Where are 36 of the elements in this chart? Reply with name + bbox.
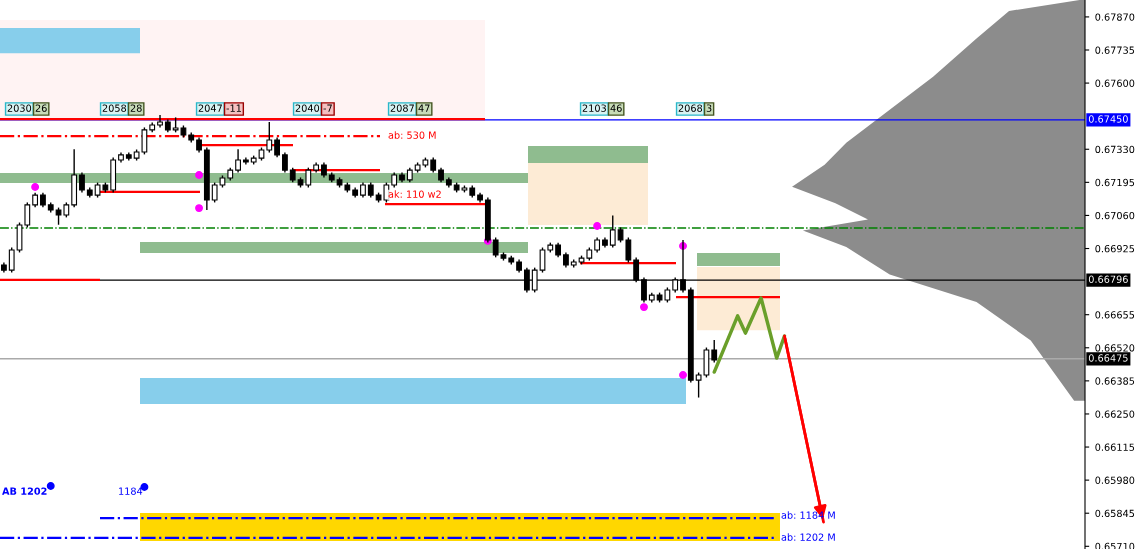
annotation: 26 bbox=[35, 104, 47, 112]
annotation: -11 bbox=[226, 104, 241, 112]
annotation: ab: 530 M bbox=[388, 131, 436, 139]
y-tick-label: 0.67330 bbox=[1095, 145, 1135, 154]
ref-line-label: 0.66796 bbox=[1088, 275, 1128, 283]
annotation: ab: 1202 M bbox=[781, 533, 835, 541]
annotation: 1184 bbox=[119, 487, 143, 495]
y-tick-label: 0.67060 bbox=[1095, 211, 1135, 220]
annotation: 2040 bbox=[295, 104, 320, 112]
y-tick-label: 0.65845 bbox=[1095, 509, 1135, 518]
y-tick-label: 0.66385 bbox=[1095, 377, 1135, 385]
annotation: 2047 bbox=[198, 104, 222, 112]
annotation: 2068 bbox=[678, 104, 703, 112]
annotation: ak: 110 w2 bbox=[388, 190, 441, 198]
y-tick-label: 0.67600 bbox=[1095, 79, 1135, 87]
annotation: -7 bbox=[323, 104, 332, 112]
ref-line-label: 0.67450 bbox=[1088, 115, 1128, 123]
annotation: 2058 bbox=[102, 104, 127, 112]
y-tick-label: 0.66655 bbox=[1095, 311, 1135, 319]
y-tick-label: 0.66520 bbox=[1095, 344, 1135, 352]
annotation: 28 bbox=[130, 104, 142, 112]
y-tick-label: 0.66925 bbox=[1095, 245, 1135, 253]
annotation: 46 bbox=[610, 104, 622, 112]
annotation: 2030 bbox=[7, 104, 32, 112]
y-tick-label: 0.66115 bbox=[1095, 443, 1135, 451]
y-tick-label: 0.67870 bbox=[1095, 13, 1135, 21]
annotation: 2103 bbox=[582, 104, 606, 112]
annotation: 47 bbox=[418, 104, 430, 112]
annotation: AB 1202 bbox=[2, 487, 47, 495]
y-tick-label: 0.67735 bbox=[1095, 46, 1135, 54]
annotation: 3 bbox=[706, 104, 712, 112]
annotation: 2087 bbox=[390, 104, 414, 112]
ref-line-label: 0.66475 bbox=[1088, 354, 1128, 362]
y-tick-label: 0.65980 bbox=[1095, 476, 1135, 484]
y-tick-label: 0.67195 bbox=[1095, 178, 1135, 187]
y-tick-label: 0.66250 bbox=[1095, 410, 1135, 418]
